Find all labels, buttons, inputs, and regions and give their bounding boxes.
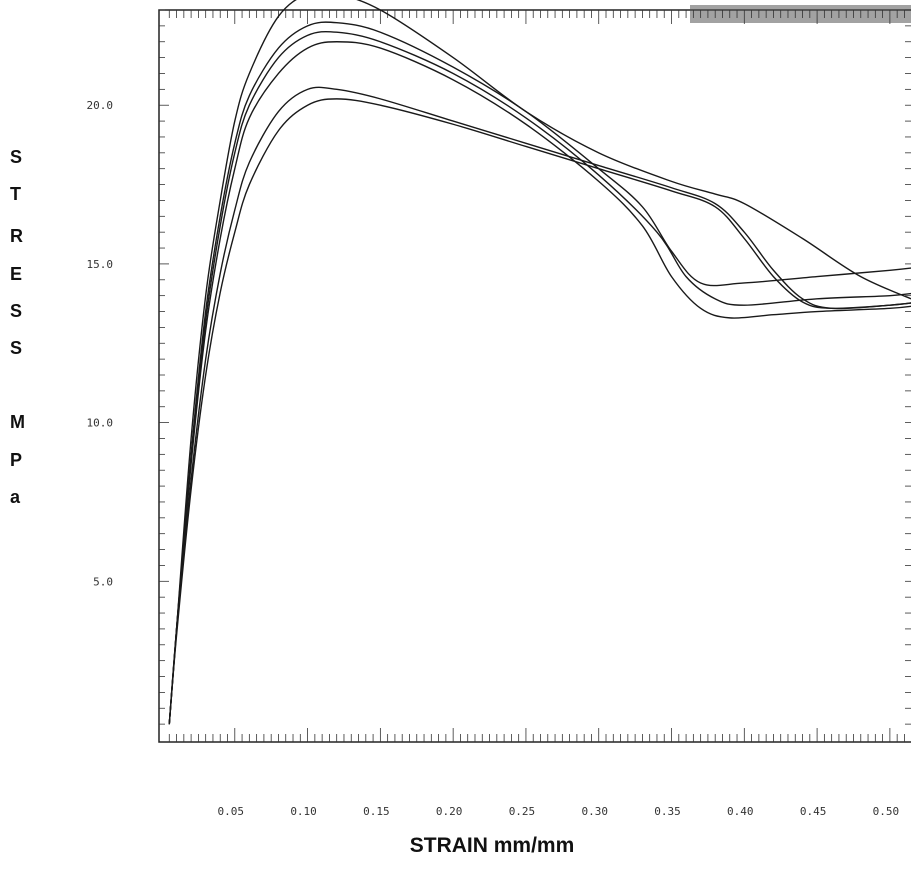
x-tick-label: 0.20: [436, 805, 463, 818]
x-tick-label: 0.40: [727, 805, 754, 818]
y-tick-label: 10.0: [87, 417, 114, 430]
x-tick-label: 0.45: [800, 805, 827, 818]
x-tick-labels: 0.05 0.10 0.15 0.20 0.25 0.30 0.35 0.40 0.45 0.50: [218, 805, 900, 818]
y-label-letter: S: [10, 301, 22, 321]
series-line-2: [168, 21, 911, 725]
y-tick-label: 15.0: [87, 258, 114, 271]
series-line-6: [168, 98, 911, 725]
x-tick-label: 0.30: [581, 805, 608, 818]
y-label-letter: S: [10, 147, 22, 167]
y-label-letter: M: [10, 412, 25, 432]
x-tick-label: 0.25: [509, 805, 536, 818]
x-tick-label: 0.05: [218, 805, 245, 818]
x-tick-label: 0.15: [363, 805, 390, 818]
x-axis-label: STRAIN mm/mm: [410, 834, 575, 857]
x-tick-label: 0.50: [873, 805, 900, 818]
data-series: [168, 0, 911, 725]
y-tick-label: 5.0: [93, 575, 113, 588]
series-line-1: [168, 0, 911, 725]
y-label-letter: P: [10, 450, 22, 470]
series-line-3: [168, 30, 911, 725]
y-label-letter: S: [10, 338, 22, 358]
scan-artifact: [690, 5, 911, 23]
plot-frame: [158, 9, 911, 743]
x-tick-label: 0.10: [290, 805, 317, 818]
y-label-letter: T: [10, 184, 21, 204]
tick-marks: [159, 9, 911, 742]
y-tick-label: 20.0: [87, 99, 114, 112]
y-label-letter: E: [10, 264, 22, 284]
y-tick-labels: 5.0 10.0 15.0 20.0: [87, 99, 114, 588]
y-label-letter: R: [10, 226, 23, 246]
series-line-5: [168, 86, 911, 725]
series-line-4: [168, 41, 911, 725]
y-label-letter: a: [10, 487, 21, 507]
x-tick-label: 0.35: [654, 805, 681, 818]
